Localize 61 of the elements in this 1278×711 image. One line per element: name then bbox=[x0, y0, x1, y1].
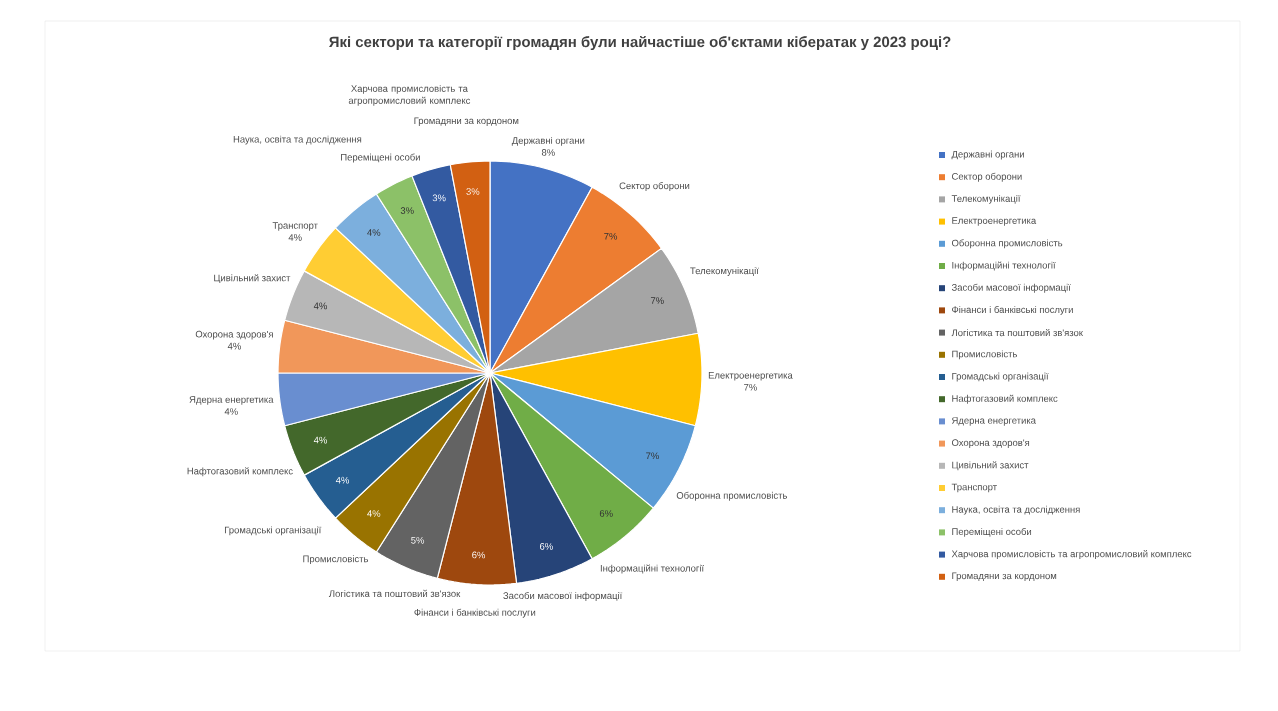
legend-label: Ядерна енергетика bbox=[951, 417, 1036, 426]
data-label: 3% bbox=[466, 188, 480, 195]
category-label: Харчова промисловість та агропромисловий комплекс bbox=[348, 85, 471, 106]
legend-label: Харчова промисловість та агропромисловий комплекс bbox=[951, 550, 1192, 560]
data-label: 4% bbox=[227, 342, 241, 350]
data-label: 3% bbox=[432, 194, 446, 202]
data-label: 7% bbox=[646, 452, 659, 460]
legend-label: Громадяни за кордоном bbox=[952, 572, 1057, 582]
slice-label: Промисловість bbox=[303, 555, 369, 565]
data-label: 6% bbox=[599, 510, 613, 517]
legend-label: Оборонна промисловість bbox=[951, 239, 1063, 249]
slice-label: Ядерна енергетика bbox=[189, 396, 274, 405]
legend-label: Сектор оборони bbox=[952, 172, 1022, 182]
slice-label: Державні органи bbox=[511, 136, 585, 146]
slice-label: Електроенергетика bbox=[708, 372, 793, 381]
slice-label: Сектор оборони bbox=[619, 182, 690, 192]
legend-label: Наука, освіта та дослідження bbox=[952, 505, 1080, 515]
data-label: 4% bbox=[367, 510, 381, 517]
legend-label: Переміщені особи bbox=[952, 527, 1032, 537]
legend-label: Транспорт bbox=[951, 483, 997, 493]
legend-label: Охорона здоров'я bbox=[951, 439, 1030, 448]
slice-label: Транспорт bbox=[272, 222, 318, 231]
legend-label: Електроенергетика bbox=[952, 217, 1037, 226]
data-label: 7% bbox=[604, 232, 618, 240]
legend-label: Промисловість bbox=[952, 350, 1018, 360]
data-label: 3% bbox=[400, 207, 414, 214]
legend-label: Фінанси і банківські послуги bbox=[952, 305, 1073, 315]
slice-label: Логістика та поштовий зв'язок bbox=[328, 589, 461, 597]
data-label: 4% bbox=[335, 476, 350, 484]
slice-label: Цивільний захист bbox=[214, 274, 291, 284]
data-label: 4% bbox=[313, 302, 327, 310]
slice-label: Нафтогазовий комплекс bbox=[187, 467, 293, 477]
slice-label: Засоби масової інформації bbox=[503, 591, 623, 601]
slice-label: Фінанси і банківські послуги bbox=[414, 608, 536, 618]
legend-label: Логістика та поштовий зв'язок bbox=[951, 329, 1083, 337]
data-label: 6% bbox=[539, 543, 553, 550]
data-label: 4% bbox=[367, 229, 381, 236]
category-label: Громадяни за кордоном bbox=[414, 117, 519, 126]
category-label: Наука, освіта та дослідження bbox=[233, 135, 362, 145]
data-label: 5% bbox=[411, 537, 425, 544]
slice-label: Переміщені особи bbox=[341, 153, 420, 163]
slice-label: Інформаційні технології bbox=[600, 564, 704, 574]
slice-label: Телекомунікації bbox=[690, 267, 759, 277]
data-label: 4% bbox=[224, 408, 238, 415]
legend-label: Засоби масової інформації bbox=[951, 283, 1071, 293]
data-label: 7% bbox=[650, 297, 664, 304]
data-label: 6% bbox=[472, 551, 486, 559]
data-label: 4% bbox=[288, 234, 302, 241]
legend-label: Державні органи bbox=[951, 150, 1024, 160]
legend-label: Цивільний захист bbox=[952, 461, 1029, 471]
data-label: 4% bbox=[313, 436, 327, 444]
chart-title: Які сектори та категорії громадян були найчастіше об'єктами кібератак у 2023 році? bbox=[329, 35, 951, 51]
legend-label: Громадські організації bbox=[952, 372, 1049, 382]
slice-label: Охорона здоров'я bbox=[195, 330, 273, 340]
slice-label: Громадські організації bbox=[224, 526, 322, 536]
data-label: 8% bbox=[541, 149, 555, 156]
slice-label: Оборонна промисловість bbox=[676, 491, 788, 501]
legend-label: Інформаційні технології bbox=[952, 261, 1056, 271]
legend-label: Нафтогазовий комплекс bbox=[952, 394, 1058, 404]
legend-label: Телекомунікації bbox=[951, 194, 1021, 204]
data-label: 7% bbox=[744, 383, 757, 391]
